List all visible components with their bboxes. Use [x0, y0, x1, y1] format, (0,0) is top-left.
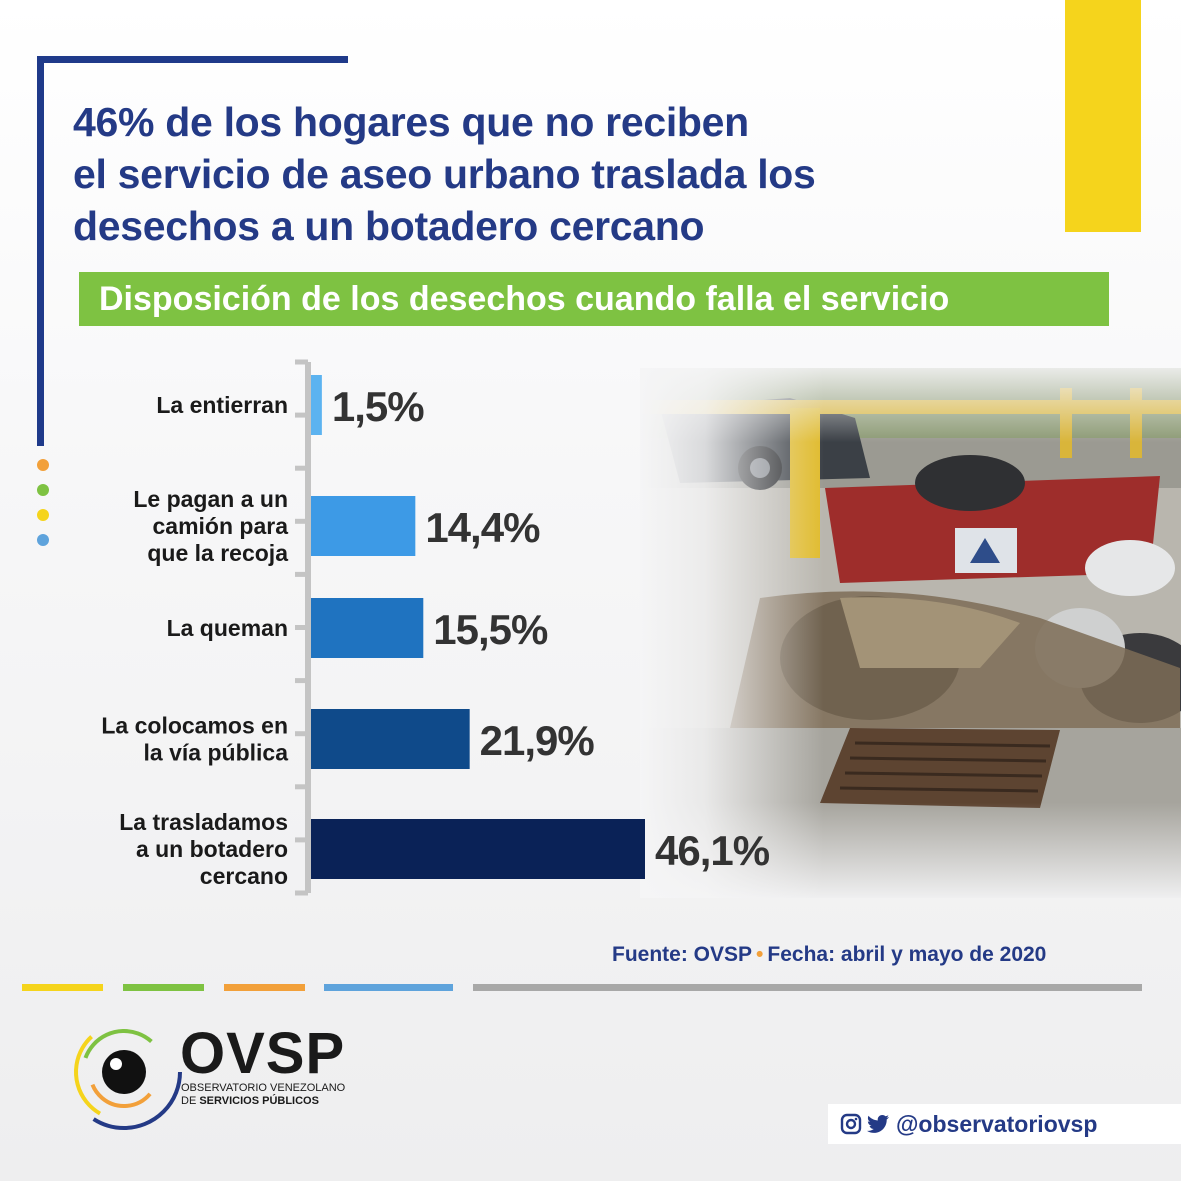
category-label: que la recoja — [147, 540, 288, 566]
frame-left-line — [37, 56, 44, 446]
bar-value-label: 21,9% — [480, 717, 595, 764]
bar-value-label: 46,1% — [655, 827, 770, 874]
source-fuente: Fuente: OVSP — [612, 943, 753, 966]
bar — [311, 598, 424, 658]
rule-orange — [224, 984, 305, 991]
brand-sub-line-2: DE SERVICIOS PÚBLICOS — [181, 1095, 371, 1108]
category-label: camión para — [153, 513, 289, 539]
source-fecha: Fecha: abril y mayo de 2020 — [767, 943, 1047, 966]
bar — [311, 819, 645, 879]
rule-green — [123, 984, 204, 991]
source-separator: • — [756, 943, 764, 966]
instagram-icon[interactable] — [840, 1113, 862, 1135]
source-line: Fuente: OVSP • Fecha: abril y mayo de 2020 — [612, 940, 1132, 970]
title-line-3: desechos a un botadero cercano — [73, 203, 705, 249]
brand-name: OVSP — [180, 1021, 346, 1086]
rule-gray — [473, 984, 1142, 991]
brand-subtitle: OBSERVATORIO VENEZOLANO DE SERVICIOS PÚB… — [181, 1082, 371, 1108]
category-label: Le pagan a un — [133, 486, 288, 512]
bar — [311, 709, 470, 769]
bar-value-label: 14,4% — [425, 504, 540, 551]
orange-dot — [37, 459, 49, 471]
photo-fade-overlay — [640, 368, 1181, 898]
title-line-2: el servicio de aseo urbano traslada los — [73, 151, 816, 197]
ovsp-eye-logo-icon — [66, 1014, 182, 1130]
category-label: La entierran — [156, 392, 288, 418]
category-label: La queman — [167, 615, 288, 641]
social-handle[interactable]: @observatoriovsp — [896, 1110, 1098, 1137]
brand-sub-bold: SERVICIOS PÚBLICOS — [199, 1095, 319, 1107]
bar-value-label: 15,5% — [433, 606, 548, 653]
bar — [311, 496, 416, 556]
bar-value-label: 1,5% — [332, 383, 424, 430]
green-dot — [37, 484, 49, 496]
title-line-1: 46% de los hogares que no reciben — [73, 99, 749, 145]
category-label: a un botadero — [136, 836, 288, 862]
rule-yellow — [22, 984, 103, 991]
bar-chart: 1,5% La entierran 14,4% Le pagan a uncamión… — [101, 359, 771, 896]
category-label: la vía pública — [144, 740, 289, 766]
category-label: cercano — [200, 863, 288, 889]
brand-sub-prefix: DE — [181, 1095, 197, 1107]
twitter-icon[interactable] — [866, 1113, 890, 1135]
brand-sub-line-1: OBSERVATORIO VENEZOLANO — [181, 1082, 346, 1094]
yellow-accent-block — [1065, 0, 1141, 232]
yellow-dot — [37, 509, 49, 521]
frame-top-line — [37, 56, 348, 63]
blue-dot — [37, 534, 49, 546]
rule-blue — [324, 984, 453, 991]
category-label: La colocamos en — [101, 713, 288, 739]
page-title: 46% de los hogares que no reciben el ser… — [73, 96, 993, 252]
chart-subtitle-banner: Disposición de los desechos cuando falla… — [79, 272, 1109, 326]
bar — [311, 375, 322, 435]
color-dots — [37, 459, 49, 559]
social-handle-bar[interactable]: @observatoriovsp — [828, 1104, 1181, 1144]
category-label: La trasladamos — [119, 809, 288, 835]
